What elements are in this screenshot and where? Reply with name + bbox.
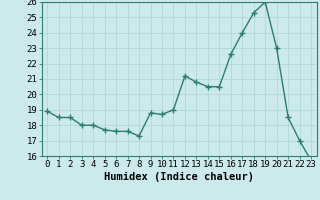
X-axis label: Humidex (Indice chaleur): Humidex (Indice chaleur) xyxy=(104,172,254,182)
